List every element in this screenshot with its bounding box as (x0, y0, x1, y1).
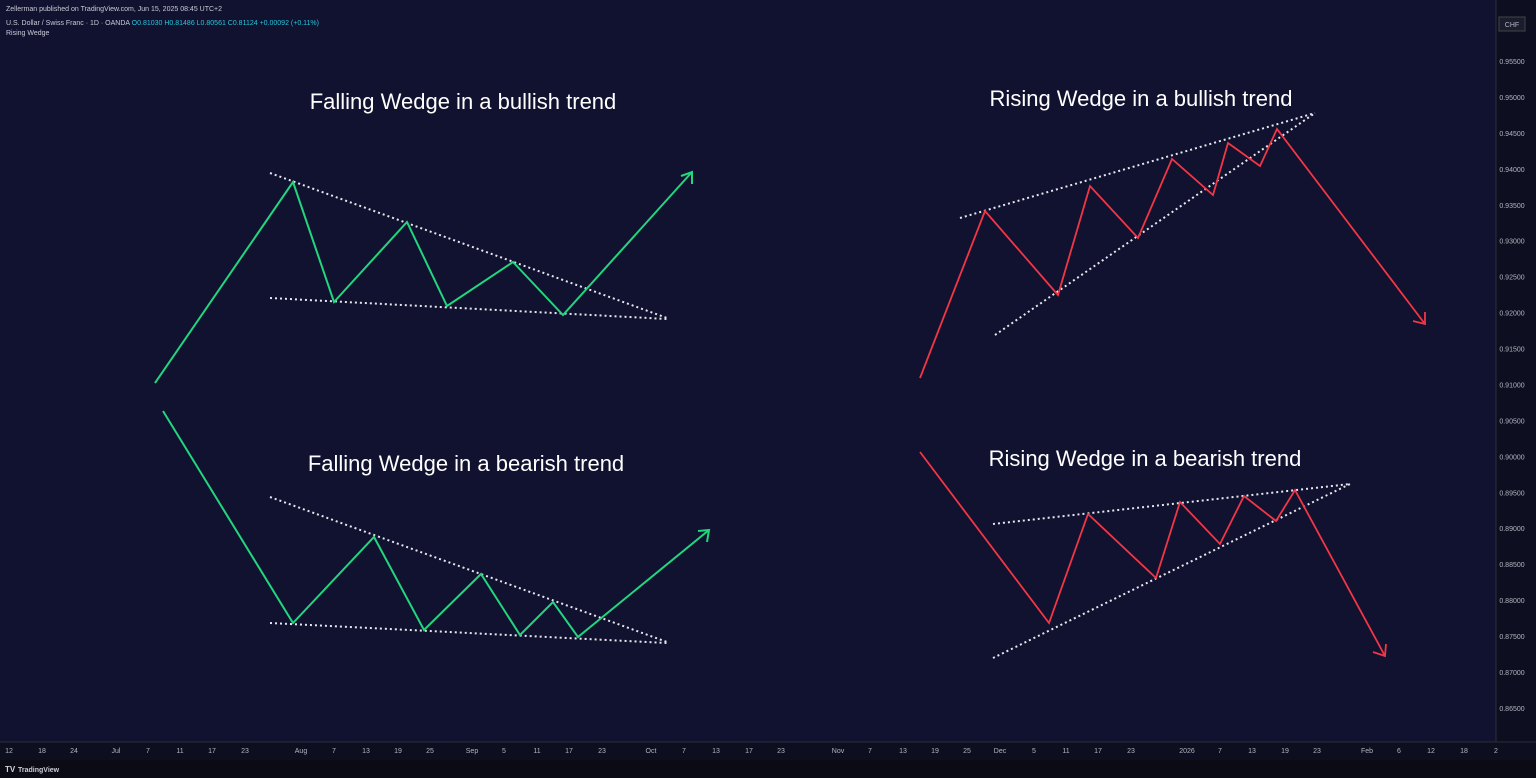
time-label: 2026 (1179, 748, 1195, 755)
arrowhead (1372, 643, 1387, 658)
price-label: 0.90000 (1499, 454, 1524, 461)
price-label: 0.94000 (1499, 167, 1524, 174)
currency: CHF (1505, 22, 1519, 29)
trendline (269, 496, 668, 643)
footer-bar (0, 760, 1536, 778)
price-label: 0.86500 (1499, 706, 1524, 713)
time-label: 11 (533, 748, 540, 755)
time-label: 23 (241, 748, 249, 755)
time-label: 23 (1127, 748, 1135, 755)
zigzag (154, 171, 693, 384)
annotation: Rising Wedge in a bearish trend (989, 446, 1302, 471)
price-label: 0.88000 (1499, 598, 1524, 605)
price-label: 0.92000 (1499, 311, 1524, 318)
time-label: 13 (712, 748, 720, 755)
time-label: 2 (1494, 748, 1498, 755)
time-label: Dec (994, 748, 1007, 755)
symbol: U.S. Dollar / Swiss Franc · 1D · OANDA O… (6, 20, 319, 27)
currency-box[interactable] (1498, 16, 1526, 32)
price-label: 0.95500 (1499, 59, 1524, 66)
brand: TradingView (18, 767, 60, 774)
time-label: 11 (1062, 748, 1069, 755)
brand-logo: TV (5, 765, 16, 774)
time-label: 17 (208, 748, 216, 755)
arrowhead (1412, 312, 1426, 326)
time-label: 7 (146, 748, 150, 755)
time-label: 25 (963, 748, 971, 755)
rising-bullish (919, 112, 1426, 379)
price-label: 0.87500 (1499, 634, 1524, 641)
time-label: 23 (598, 748, 606, 755)
price-label: 0.92500 (1499, 275, 1524, 282)
time-label: Aug (295, 748, 308, 755)
time-label: 13 (362, 748, 370, 755)
price-label: 0.89000 (1499, 526, 1524, 533)
time-label: Nov (832, 748, 845, 755)
price-label: 0.88500 (1499, 562, 1524, 569)
time-label: 13 (1248, 748, 1256, 755)
zigzag (919, 127, 1426, 379)
time-label: 5 (1032, 748, 1036, 755)
chart-pane (0, 0, 1496, 742)
time-label: 7 (868, 748, 872, 755)
indicator: Rising Wedge (6, 30, 50, 37)
time-label: 19 (1281, 748, 1289, 755)
annotation: Falling Wedge in a bullish trend (310, 89, 617, 114)
time-label: 7 (332, 748, 336, 755)
price-label: 0.90500 (1499, 418, 1524, 425)
price-label: 0.93500 (1499, 203, 1524, 210)
zigzag (919, 451, 1386, 657)
trendline (959, 112, 1316, 219)
time-label: 7 (682, 748, 686, 755)
time-label: 12 (1427, 748, 1435, 755)
time-label: 11 (176, 748, 183, 755)
price-label: 0.95000 (1499, 95, 1524, 102)
time-label: 23 (1313, 748, 1321, 755)
time-label: 17 (1094, 748, 1102, 755)
time-label: 24 (70, 748, 78, 755)
price-label: 0.94500 (1499, 131, 1524, 138)
published: Zellerman published on TradingView.com, … (6, 6, 222, 13)
trendline (269, 172, 668, 319)
time-label: 18 (1460, 748, 1468, 755)
time-label: Sep (466, 748, 479, 755)
time-label: 19 (931, 748, 939, 755)
arrowhead (680, 170, 693, 184)
time-label: 23 (777, 748, 785, 755)
time-label: Feb (1361, 748, 1373, 755)
time-label: 19 (394, 748, 402, 755)
rising-bearish (919, 451, 1387, 659)
time-label: 12 (5, 748, 13, 755)
trendline (992, 483, 1351, 659)
annotation: Rising Wedge in a bullish trend (990, 86, 1293, 111)
ohlc: O0.81030 H0.81486 L0.80561 C0.81124 +0.0… (132, 20, 319, 27)
falling-bullish (154, 170, 693, 384)
time-label: 13 (899, 748, 907, 755)
time-label: 25 (426, 748, 434, 755)
trendline (269, 297, 668, 320)
time-label: Oct (646, 748, 657, 755)
trendline (269, 622, 668, 644)
time-label: 7 (1218, 748, 1222, 755)
arrowhead (697, 528, 711, 543)
price-label: 0.91500 (1499, 347, 1524, 354)
time-label: 17 (745, 748, 753, 755)
price-label: 0.91000 (1499, 382, 1524, 389)
time-label: 17 (565, 748, 573, 755)
time-label: 18 (38, 748, 46, 755)
time-label: Jul (112, 748, 121, 755)
annotation: Falling Wedge in a bearish trend (308, 451, 624, 476)
time-label: 5 (502, 748, 506, 755)
falling-bearish (162, 410, 711, 644)
zigzag (162, 410, 710, 639)
symbol-name: U.S. Dollar / Swiss Franc · 1D · OANDA (6, 20, 130, 27)
price-label: 0.93000 (1499, 239, 1524, 246)
time-label: 6 (1397, 748, 1401, 755)
price-label: 0.89500 (1499, 490, 1524, 497)
price-label: 0.87000 (1499, 670, 1524, 677)
